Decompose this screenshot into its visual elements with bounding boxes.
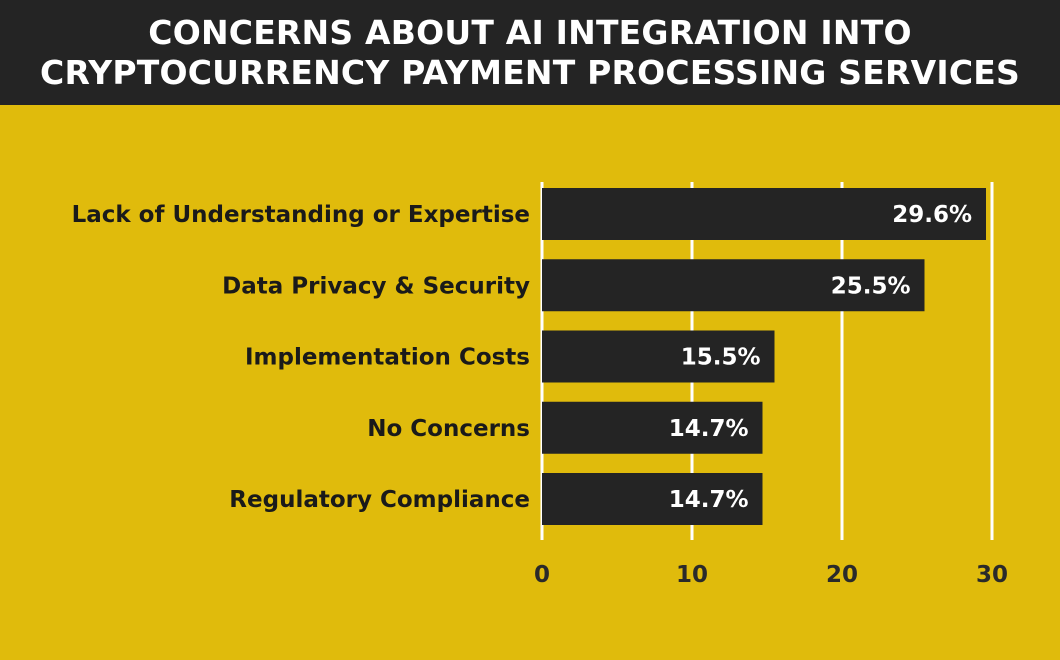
bar (542, 473, 763, 525)
x-tick-label: 10 (676, 562, 708, 588)
bar (542, 330, 775, 383)
category-label: Regulatory Compliance (229, 487, 530, 513)
category-label: Data Privacy & Security (222, 273, 530, 299)
bar-value-label: 14.7% (669, 416, 749, 442)
bar (542, 259, 925, 312)
bar-value-label: 15.5% (681, 345, 761, 371)
category-label: Implementation Costs (245, 345, 530, 371)
x-tick-label: 0 (534, 562, 550, 588)
bar-value-label: 14.7% (669, 487, 749, 513)
bar (542, 401, 763, 454)
title-bar: CONCERNS ABOUT AI INTEGRATION INTO CRYPT… (0, 0, 1060, 105)
bar-value-label: 29.6% (892, 202, 972, 228)
chart-title-line-2: CRYPTOCURRENCY PAYMENT PROCESSING SERVIC… (40, 52, 1020, 92)
chart-title-line-1: CONCERNS ABOUT AI INTEGRATION INTO (148, 12, 912, 52)
bar (542, 188, 986, 240)
category-label: Lack of Understanding or Expertise (72, 202, 530, 228)
chart-title: CONCERNS ABOUT AI INTEGRATION INTO CRYPT… (40, 13, 1020, 93)
x-tick-label: 30 (976, 562, 1008, 588)
bar-value-label: 25.5% (831, 273, 911, 299)
category-label: No Concerns (367, 416, 530, 442)
x-tick-label: 20 (826, 562, 858, 588)
